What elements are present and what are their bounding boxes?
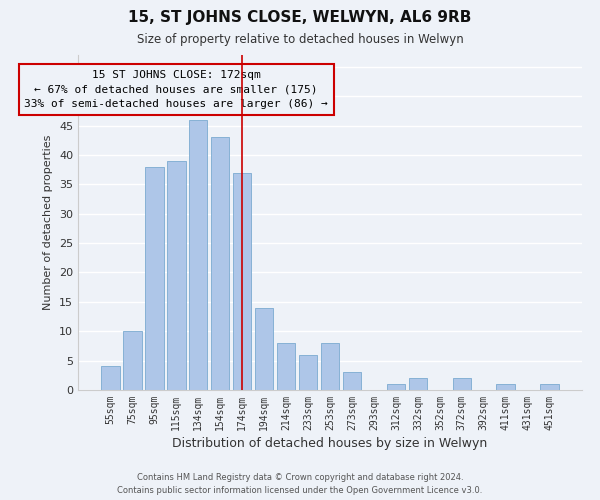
Bar: [255, 308, 274, 390]
Bar: [101, 366, 119, 390]
Bar: [277, 343, 295, 390]
Text: 15, ST JOHNS CLOSE, WELWYN, AL6 9RB: 15, ST JOHNS CLOSE, WELWYN, AL6 9RB: [128, 10, 472, 25]
Bar: [541, 384, 559, 390]
Bar: [452, 378, 471, 390]
Bar: [211, 138, 229, 390]
Bar: [167, 161, 185, 390]
Y-axis label: Number of detached properties: Number of detached properties: [43, 135, 53, 310]
Bar: [123, 331, 142, 390]
Text: 15 ST JOHNS CLOSE: 172sqm
← 67% of detached houses are smaller (175)
33% of semi: 15 ST JOHNS CLOSE: 172sqm ← 67% of detac…: [24, 70, 328, 110]
Bar: [496, 384, 515, 390]
Bar: [409, 378, 427, 390]
Bar: [343, 372, 361, 390]
Bar: [145, 166, 164, 390]
Bar: [189, 120, 208, 390]
Bar: [386, 384, 405, 390]
Bar: [299, 354, 317, 390]
X-axis label: Distribution of detached houses by size in Welwyn: Distribution of detached houses by size …: [172, 437, 488, 450]
Bar: [320, 343, 340, 390]
Text: Contains HM Land Registry data © Crown copyright and database right 2024.
Contai: Contains HM Land Registry data © Crown c…: [118, 474, 482, 495]
Text: Size of property relative to detached houses in Welwyn: Size of property relative to detached ho…: [137, 32, 463, 46]
Bar: [233, 172, 251, 390]
